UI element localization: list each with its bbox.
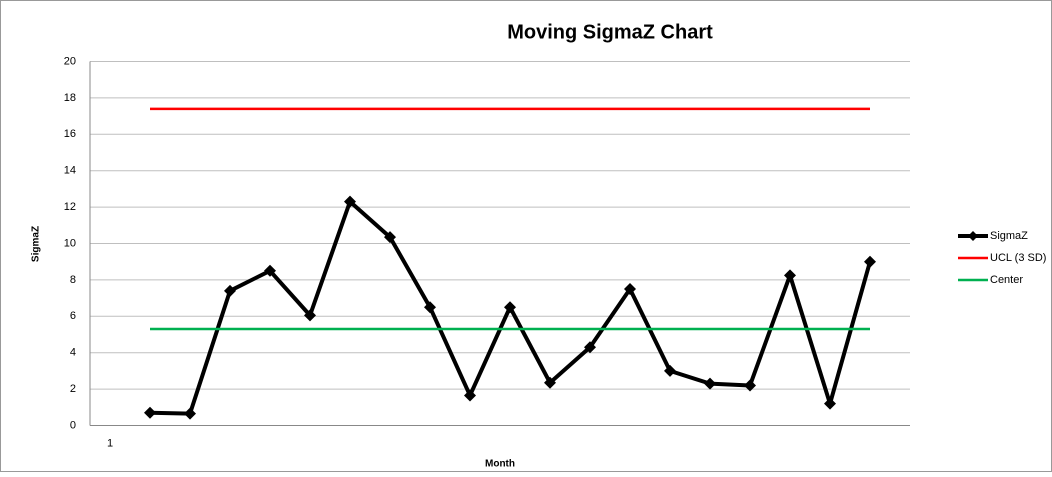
data-point: [504, 301, 516, 314]
data-point: [384, 231, 396, 244]
y-tick-label: 12: [64, 201, 76, 213]
legend-marker: [968, 231, 978, 241]
y-tick-label: 0: [70, 419, 76, 431]
data-point: [584, 341, 596, 354]
x-tick-label: 1: [107, 437, 113, 449]
data-point: [784, 269, 796, 282]
legend-label: UCL (3 SD): [990, 252, 1046, 264]
data-point: [264, 264, 276, 277]
y-tick-label: 10: [64, 237, 76, 249]
data-point: [344, 195, 356, 208]
y-tick-label: 14: [64, 165, 76, 177]
y-tick-label: 20: [64, 55, 76, 67]
data-point: [184, 407, 196, 420]
data-point: [744, 379, 756, 392]
legend-label: SigmaZ: [990, 230, 1028, 242]
data-point: [224, 284, 236, 297]
y-tick-label: 4: [70, 347, 76, 359]
y-tick-label: 2: [70, 383, 76, 395]
legend-label: Center: [990, 274, 1023, 286]
y-tick-label: 18: [64, 92, 76, 104]
y-tick-label: 16: [64, 128, 76, 140]
y-tick-label: 8: [70, 274, 76, 286]
x-axis-title: Month: [485, 459, 515, 470]
chart-title: Moving SigmaZ Chart: [507, 21, 713, 43]
data-point: [864, 255, 876, 268]
y-tick-label: 6: [70, 310, 76, 322]
data-point: [704, 377, 716, 390]
data-point: [624, 283, 636, 295]
data-point: [144, 406, 156, 419]
data-point: [544, 376, 556, 389]
y-axis-title: SigmaZ: [31, 226, 42, 262]
data-point: [304, 309, 316, 322]
data-point: [824, 397, 836, 410]
data-point: [424, 301, 436, 314]
data-point: [464, 389, 476, 402]
data-point: [664, 364, 676, 377]
